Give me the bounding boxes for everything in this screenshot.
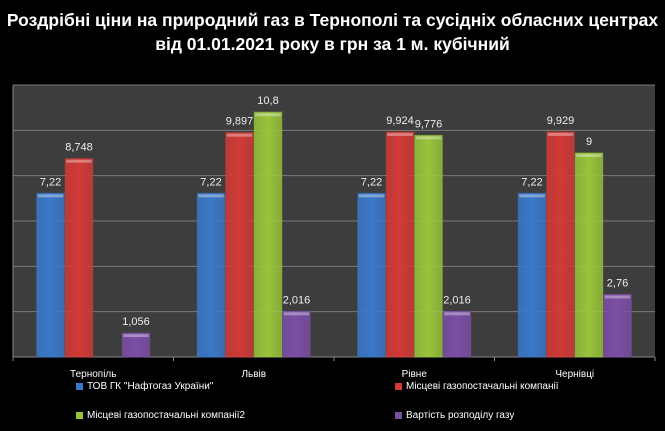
data-label: 2,76 bbox=[607, 277, 628, 289]
bar-highlight bbox=[255, 113, 281, 117]
data-label: 7,22 bbox=[521, 176, 542, 188]
data-label: 9,929 bbox=[547, 115, 575, 127]
data-label: 2,016 bbox=[283, 294, 311, 306]
data-label: 9,924 bbox=[386, 115, 414, 127]
bar-highlight bbox=[358, 194, 385, 198]
data-label: 7,22 bbox=[40, 176, 61, 188]
bar bbox=[225, 132, 254, 358]
data-label: 8,748 bbox=[65, 142, 93, 154]
bar-highlight bbox=[604, 295, 631, 299]
data-label: 9,897 bbox=[226, 116, 254, 128]
x-tick-label: Чернівці bbox=[555, 369, 594, 380]
bar bbox=[603, 293, 632, 358]
bar bbox=[517, 192, 547, 358]
legend-label: Вартість розподілу газу bbox=[406, 410, 515, 421]
bar bbox=[574, 152, 604, 358]
legend-item: Вартість розподілу газу bbox=[395, 410, 514, 421]
bar bbox=[414, 134, 443, 358]
legend-item: ТОВ ГК "Нафтогаз України" bbox=[76, 381, 213, 392]
bar-highlight bbox=[226, 133, 253, 137]
bar-highlight bbox=[198, 194, 224, 198]
legend-item: Місцеві газопостачальні компанії2 bbox=[76, 410, 245, 421]
data-label: 7,22 bbox=[361, 176, 382, 188]
data-label: 9,776 bbox=[415, 118, 443, 130]
bar bbox=[357, 192, 386, 358]
bar-highlight bbox=[387, 133, 413, 137]
legend-swatch bbox=[76, 383, 83, 390]
bar bbox=[253, 111, 283, 358]
bar-highlight bbox=[66, 159, 92, 163]
legend-label: Місцеві газопостачальні компанії bbox=[406, 381, 559, 392]
bar bbox=[282, 310, 311, 358]
bar bbox=[442, 310, 472, 358]
bar-highlight bbox=[123, 334, 149, 338]
legend-swatch bbox=[395, 383, 402, 390]
bar-highlight bbox=[283, 312, 310, 316]
bar-highlight bbox=[576, 154, 602, 157]
bar-highlight bbox=[415, 136, 442, 140]
legend-swatch bbox=[395, 412, 402, 419]
x-tick-label: Рівне bbox=[402, 369, 428, 380]
bar-highlight bbox=[519, 194, 545, 198]
x-tick-label: Тернопіль bbox=[70, 369, 116, 380]
legend-label: ТОВ ГК "Нафтогаз України" bbox=[87, 381, 214, 392]
data-label: 2,016 bbox=[443, 294, 471, 306]
legend-swatch bbox=[76, 412, 83, 419]
bar-highlight bbox=[547, 132, 574, 136]
bar-highlight bbox=[37, 194, 64, 198]
bar bbox=[385, 131, 415, 358]
bar bbox=[196, 192, 226, 358]
data-label: 9 bbox=[586, 136, 592, 148]
bar bbox=[121, 332, 151, 358]
bar bbox=[36, 192, 65, 358]
chart-title: Роздрібні ціни на природний газ в Терноп… bbox=[6, 10, 659, 54]
legend-label: Місцеві газопостачальні компанії2 bbox=[87, 410, 246, 421]
x-tick-label: Львів bbox=[241, 369, 266, 380]
data-label: 7,22 bbox=[200, 176, 221, 188]
bar bbox=[546, 131, 575, 358]
bar-highlight bbox=[444, 312, 470, 316]
data-label: 10,8 bbox=[257, 95, 278, 107]
data-label: 1,056 bbox=[122, 316, 150, 328]
bar bbox=[64, 158, 94, 358]
legend-item: Місцеві газопостачальні компанії bbox=[395, 381, 559, 392]
